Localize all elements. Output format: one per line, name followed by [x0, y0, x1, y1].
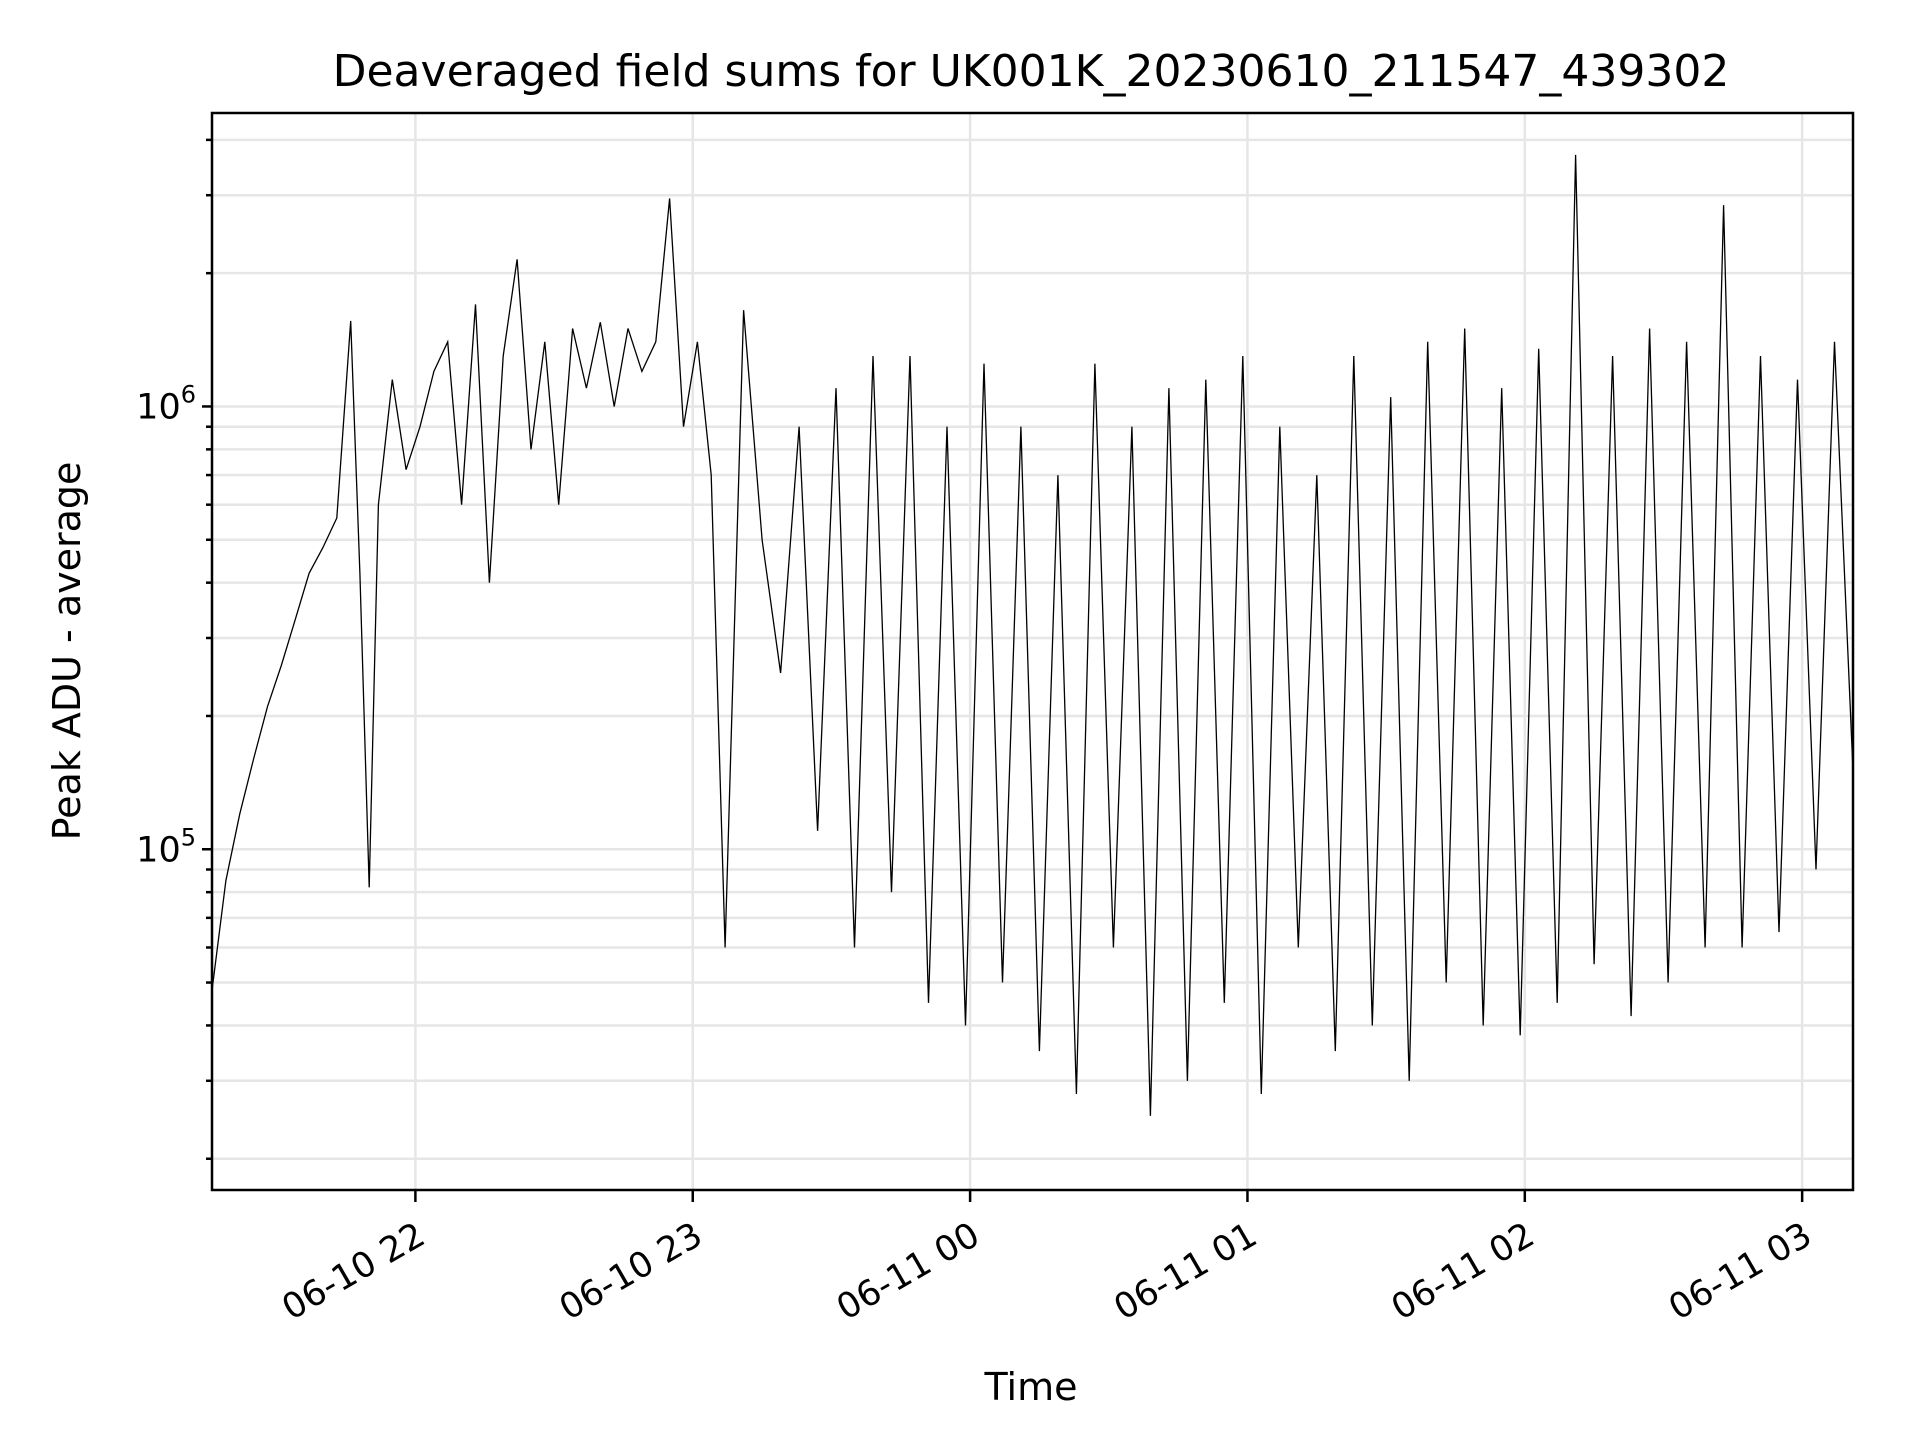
plot-frame: [210, 111, 1855, 1192]
series-layer: [211, 154, 1854, 1116]
grid-layer: [212, 113, 1853, 1190]
y-axis-label: Peak ADU - average: [45, 462, 89, 841]
y-tick-base: 10: [136, 388, 181, 428]
series-line: [211, 154, 1854, 1116]
chart-title: Deaveraged field sums for UK001K_2023061…: [333, 46, 1730, 97]
y-tick-base: 10: [136, 830, 181, 870]
y-tick-exponent: 6: [181, 381, 196, 409]
y-tick-exponent: 5: [181, 823, 196, 851]
x-axis-label: Time: [984, 1365, 1078, 1409]
y-tick-label: 106: [136, 381, 196, 428]
y-tick-label: 105: [136, 823, 196, 870]
